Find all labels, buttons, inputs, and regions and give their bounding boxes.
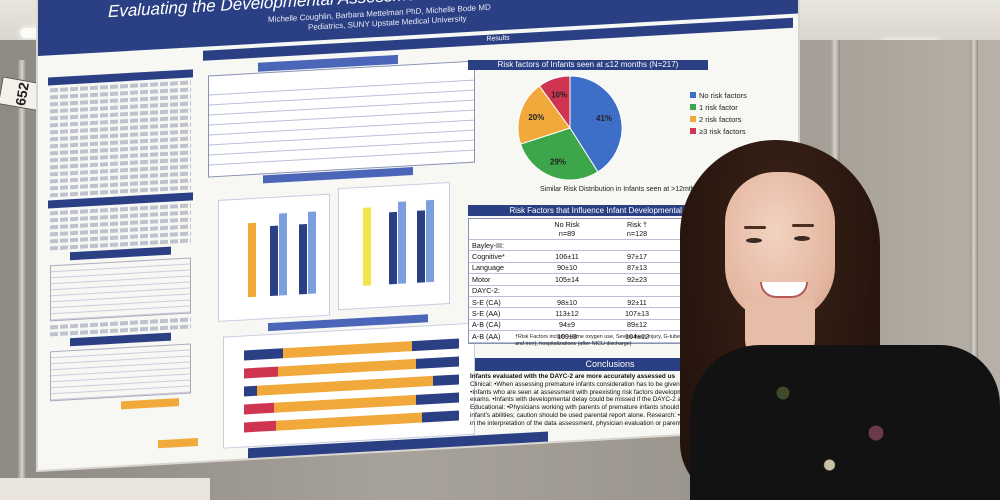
influence-table-title: Risk Factors that Influence Infant Devel… <box>468 205 758 216</box>
eyebrow <box>744 226 766 229</box>
bar <box>270 225 278 297</box>
pie-caption: Similar Risk Distribution in Infants see… <box>540 186 699 193</box>
bar-plot-area <box>244 211 324 298</box>
pie-slice-label: 41% <box>596 114 612 123</box>
pie-chart-title: Risk factors of Infants seen at ≤12 mont… <box>468 60 708 70</box>
stacked-agreement-chart <box>223 322 475 449</box>
bar <box>299 223 307 295</box>
footer-tag <box>158 438 198 449</box>
bar <box>279 213 287 296</box>
table-row: Bayley-III: <box>469 240 759 252</box>
table-cell: 92±11 <box>627 297 647 307</box>
legend-swatch <box>690 104 696 110</box>
table-cell: Language <box>472 263 504 273</box>
table-cell: 109±8 <box>557 331 577 341</box>
table-footnote: †Risk Factors include: Home oxygen use, … <box>515 334 740 347</box>
table-cell: 97±17 <box>627 252 647 262</box>
legend-swatch <box>690 116 696 122</box>
legend-label: 1 risk factor <box>699 103 738 112</box>
legend-label: No risk factors <box>699 91 747 100</box>
table-cell: 94±9 <box>559 320 575 330</box>
bar <box>389 211 397 285</box>
table-cell: DAYC-2: <box>472 286 500 296</box>
table-cell: 104±12 <box>625 331 649 341</box>
legend-label: 2 risk factors <box>699 115 742 124</box>
table-cell: 87±13 <box>627 263 647 273</box>
table-cell: 98±10 <box>557 297 577 307</box>
bar <box>248 222 256 298</box>
pie-slice-label: 29% <box>550 157 566 166</box>
conclusions-header: Conclusions <box>475 358 745 371</box>
conclusions-text: Infants evaluated with the DAYC-2 are mo… <box>470 373 750 428</box>
eye <box>794 236 810 241</box>
pie-slice <box>519 127 599 181</box>
conclusions-lead: Infants evaluated with the DAYC-2 are mo… <box>470 373 676 380</box>
pie-slice-label: 20% <box>528 113 544 122</box>
bar-chart-under-12mos <box>218 193 330 322</box>
person-floral-top <box>690 345 1000 500</box>
conclusions-body: Clinical: •When assessing premature infa… <box>470 380 749 427</box>
bar <box>417 210 425 283</box>
eyebrow <box>792 224 814 227</box>
bar <box>426 199 434 283</box>
ceiling-light <box>20 28 54 38</box>
introduction-methods-column <box>48 66 193 434</box>
table-header-cell: Risk † n=128 <box>626 220 648 238</box>
board-pole <box>18 60 26 500</box>
bar <box>308 211 316 294</box>
bar-chart-over-12mos <box>338 181 450 311</box>
legend-label: ≥3 risk factors <box>699 127 746 136</box>
bar <box>363 207 371 286</box>
table-cell: 90±10 <box>557 263 577 273</box>
pie-chart-area: 41% No risk factors 29% 1 risk factor 20% 2 r… <box>505 72 765 192</box>
table-cell: Bayley-III: <box>472 240 504 250</box>
table-cell: Cognitive* <box>472 252 505 262</box>
legend-swatch <box>690 128 696 134</box>
table-cell: A-B (CA) <box>472 320 501 330</box>
board-pole <box>970 40 978 500</box>
table-row: DAYC-2: <box>469 286 759 297</box>
pie-slice <box>517 85 571 145</box>
risk-pie-chart: 41% No risk factors 29% 1 risk factor 20% 2 r… <box>517 75 747 181</box>
bar-plot-area <box>359 199 439 286</box>
table-cell: 105±14 <box>555 274 579 284</box>
table-cell: 92±23 <box>627 274 647 284</box>
bar <box>398 201 406 284</box>
legend-swatch <box>690 92 696 98</box>
table-cell: 89±12 <box>627 320 647 330</box>
table-header-cell: No Risk n=89 <box>554 220 580 238</box>
table-cell: S-E (CA) <box>472 297 501 307</box>
mean-scores-table <box>208 60 475 178</box>
table-cell: S-E (AA) <box>472 309 501 319</box>
pie-slice <box>538 75 571 130</box>
table-cell: A-B (AA) <box>472 331 501 341</box>
table-cell: Motor <box>472 274 491 284</box>
table-cell: 107±13 <box>625 309 649 319</box>
foreground-paper <box>0 478 210 500</box>
table-cell: 106±11 <box>555 252 579 262</box>
eye <box>746 238 762 243</box>
table-cell: 113±12 <box>555 309 579 319</box>
pie-slice-label: 10% <box>551 90 567 99</box>
